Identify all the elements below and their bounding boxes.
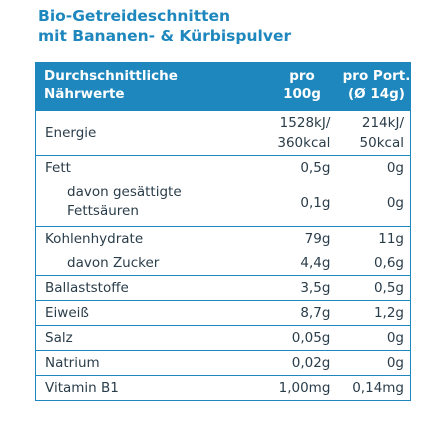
header-per-100g-line-1: pro: [289, 68, 315, 84]
product-title: Bio-Getreideschnitten mit Bananen- & Kür…: [38, 6, 428, 46]
saturated-fat-per-portion: 0g: [386, 195, 404, 211]
group-fibre: Ballaststoffe 3,5g 0,5g: [35, 276, 411, 301]
header-per-100g: pro 100g: [250, 67, 334, 110]
energy-per-portion-kj: 214kJ/: [361, 115, 404, 131]
group-sodium: Natrium 0,02g 0g: [35, 351, 411, 376]
sugar-per-portion: 0,6g: [373, 254, 404, 271]
table-row-protein: Eiweiß 8,7g 1,2g: [36, 301, 410, 325]
header-per-portion: pro Port. (Ø 14g): [334, 67, 411, 110]
table-row-sodium: Natrium 0,02g 0g: [36, 351, 410, 375]
table-row-salt: Salz 0,05g 0g: [36, 326, 410, 350]
sodium-per-100g: 0,02g: [291, 354, 331, 371]
header-nutrients-line-1: Durchschnittliche: [44, 68, 178, 84]
vitamin-b1-label: Vitamin B1: [45, 379, 119, 396]
energy-per-portion: 214kJ/ 50kcal: [333, 111, 410, 155]
group-protein: Eiweiß 8,7g 1,2g: [35, 301, 411, 326]
saturated-fat-per-100g: 0,1g: [300, 195, 331, 211]
table-row-fibre: Ballaststoffe 3,5g 0,5g: [36, 276, 410, 300]
sodium-label: Natrium: [45, 354, 100, 371]
table-row-saturated-fat: davon gesättigte Fettsäuren 0,1g 0g: [36, 180, 410, 226]
energy-per-portion-kcal: 50kcal: [359, 135, 404, 151]
energy-label: Energie: [45, 125, 97, 141]
saturated-fat-label: davon gesättigte Fettsäuren: [67, 184, 182, 219]
salt-per-portion: 0g: [386, 329, 404, 346]
group-vitamin-b1: Vitamin B1 1,00mg 0,14mg: [35, 376, 411, 401]
vitamin-b1-per-portion: 0,14mg: [352, 379, 404, 396]
table-row-sugar: davon Zucker 4,4g 0,6g: [36, 251, 410, 275]
header-per-portion-line-1: pro Port.: [342, 68, 411, 84]
table-row-vitamin-b1: Vitamin B1 1,00mg 0,14mg: [36, 376, 410, 400]
table-row-carbohydrates: Kohlenhydrate 79g 11g: [36, 227, 410, 251]
carbohydrates-per-portion: 11g: [378, 230, 404, 247]
header-per-100g-line-2: 100g: [283, 86, 321, 102]
header-per-portion-line-2: (Ø 14g): [348, 86, 405, 102]
table-header: Durchschnittliche Nährwerte pro 100g pro…: [35, 62, 411, 110]
header-nutrients-line-2: Nährwerte: [44, 86, 125, 102]
protein-label: Eiweiß: [45, 304, 89, 321]
group-carbs: Kohlenhydrate 79g 11g davon Zucker 4,4g …: [35, 227, 411, 276]
sugar-label: davon Zucker: [67, 254, 160, 271]
fibre-per-100g: 3,5g: [300, 279, 331, 296]
group-energy: Energie 1528kJ/ 360kcal 214kJ/ 50kcal: [35, 110, 411, 156]
carbohydrates-label: Kohlenhydrate: [45, 230, 144, 247]
fat-per-portion: 0g: [386, 159, 404, 176]
energy-per-100g-kcal: 360kcal: [277, 135, 331, 151]
energy-per-100g-kj: 1528kJ/: [279, 115, 331, 131]
vitamin-b1-per-100g: 1,00mg: [278, 379, 331, 396]
group-salt: Salz 0,05g 0g: [35, 326, 411, 351]
group-fat: Fett 0,5g 0g davon gesättigte Fettsäuren…: [35, 156, 411, 227]
salt-per-100g: 0,05g: [291, 329, 331, 346]
table-row-fat: Fett 0,5g 0g: [36, 156, 410, 180]
table-row-energy: Energie 1528kJ/ 360kcal 214kJ/ 50kcal: [36, 111, 410, 155]
header-nutrients: Durchschnittliche Nährwerte: [35, 67, 250, 110]
protein-per-100g: 8,7g: [300, 304, 331, 321]
energy-per-100g: 1528kJ/ 360kcal: [250, 111, 334, 155]
fat-label: Fett: [45, 159, 71, 176]
carbohydrates-per-100g: 79g: [304, 230, 331, 247]
nutrition-table: Durchschnittliche Nährwerte pro 100g pro…: [35, 62, 411, 401]
fibre-label: Ballaststoffe: [45, 279, 129, 296]
product-title-line-1: Bio-Getreideschnitten: [38, 7, 231, 25]
fibre-per-portion: 0,5g: [373, 279, 404, 296]
sugar-per-100g: 4,4g: [300, 254, 331, 271]
salt-label: Salz: [45, 329, 73, 346]
product-title-line-2: mit Bananen- & Kürbispulver: [38, 27, 292, 45]
protein-per-portion: 1,2g: [373, 304, 404, 321]
sodium-per-portion: 0g: [386, 354, 404, 371]
fat-per-100g: 0,5g: [300, 159, 331, 176]
